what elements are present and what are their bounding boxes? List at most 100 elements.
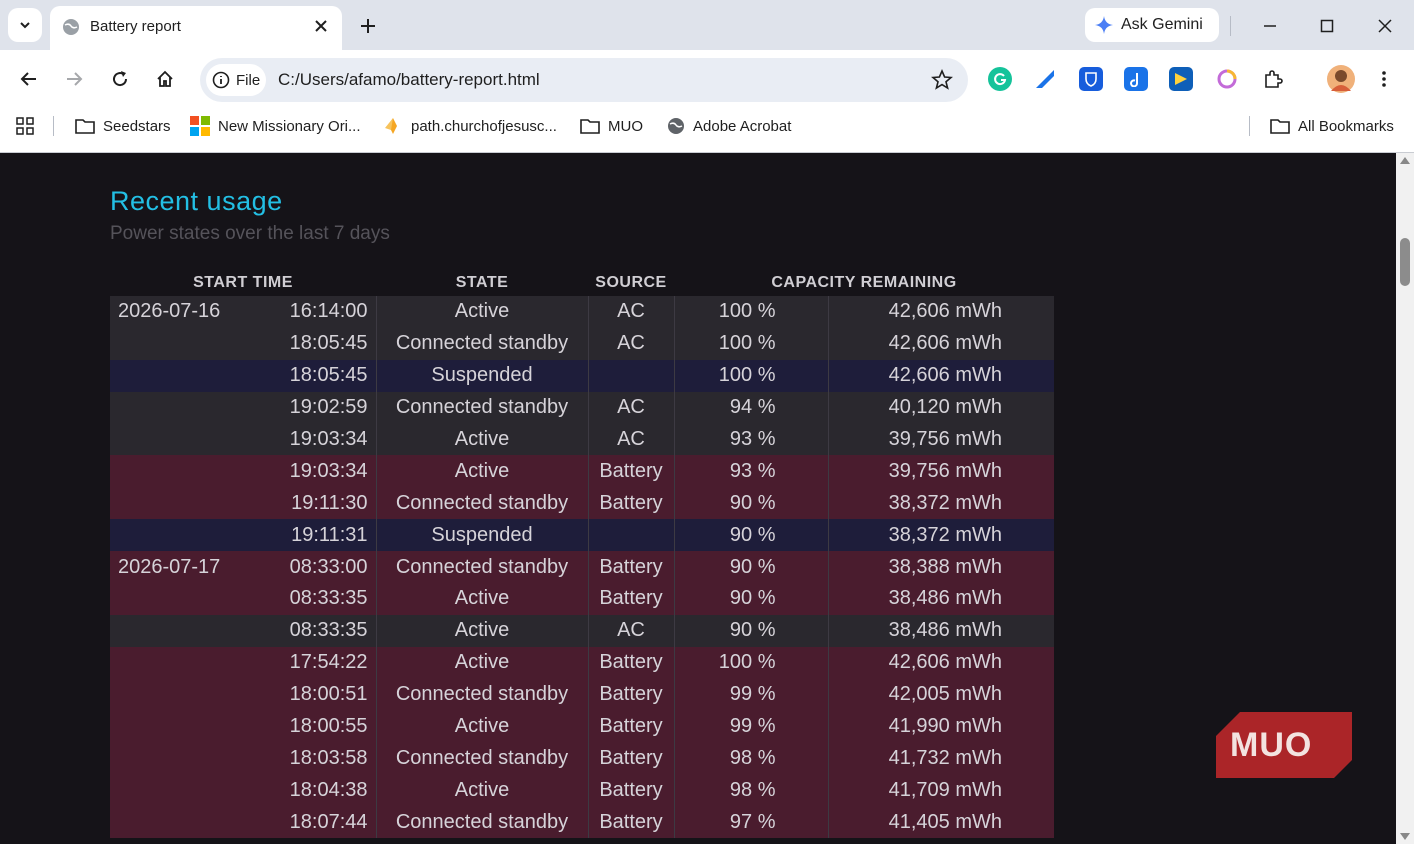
ring-extension-icon[interactable] (1215, 67, 1239, 91)
cell-state: Connected standby (375, 327, 588, 360)
home-icon (157, 70, 173, 87)
forward-button[interactable] (60, 65, 88, 93)
table-row: 18:07:44 Connected standby Battery 97 % 41,4… (110, 806, 1054, 839)
new-tab-button[interactable] (354, 12, 382, 40)
profile-avatar[interactable] (1327, 65, 1355, 93)
vertical-scrollbar[interactable] (1396, 153, 1414, 844)
cell-start-time: 2026-07-17 08:33:00 (110, 551, 376, 583)
section-title: Recent usage (110, 186, 283, 216)
gemini-sparkle-icon (1095, 16, 1113, 34)
arrow-left-icon (20, 72, 36, 86)
blue-pen-extension-icon[interactable] (1033, 67, 1057, 91)
cell-start-time: 18:04:38 (110, 774, 376, 806)
cell-time: 19:11:31 (291, 523, 368, 546)
cell-time: 16:14:00 (289, 300, 368, 323)
scrollbar-thumb[interactable] (1400, 238, 1410, 286)
cell-percent: 100 % (673, 359, 828, 392)
ask-gemini-label: Ask Gemini (1121, 16, 1203, 33)
table-row: 19:03:34 Active Battery 93 % 39,756 mWh (110, 455, 1054, 488)
home-button[interactable] (151, 65, 179, 93)
reload-button[interactable] (106, 65, 134, 93)
apps-button[interactable] (16, 114, 34, 138)
cell-state: Active (375, 583, 588, 615)
table-row: 18:05:45 Suspended 100 % 42,606 mWh (110, 359, 1054, 392)
cell-capacity: 38,486 mWh (827, 614, 1054, 647)
column-header-capacity: CAPACITY REMAINING (771, 274, 957, 291)
table-row: 2026-07-16 16:14:00 Active AC 100 % 42,606 mW… (110, 296, 1054, 328)
recent-usage-table: START TIME STATE SOURCE CAPACITY REMAINI… (110, 270, 1054, 839)
folder-icon (75, 119, 95, 134)
tab-close-button[interactable] (310, 15, 332, 37)
muo-watermark-logo (1216, 712, 1352, 778)
cell-time: 18:04:38 (289, 778, 368, 801)
all-bookmarks-button[interactable]: All Bookmarks (1270, 114, 1394, 138)
chevron-down-icon (20, 22, 30, 29)
tab-title: Battery report (90, 18, 181, 35)
grammarly-extension-icon[interactable] (988, 67, 1012, 91)
cell-time: 08:33:00 (289, 555, 368, 578)
maximize-button[interactable] (1313, 12, 1341, 40)
cell-state: Connected standby (375, 742, 588, 775)
star-icon[interactable] (930, 68, 954, 92)
ask-gemini-button[interactable]: Ask Gemini (1085, 8, 1219, 42)
address-bar[interactable]: File C:/Users/afamo/battery-report.html (200, 58, 968, 102)
music-extension-icon[interactable] (1124, 67, 1148, 91)
back-button[interactable] (15, 65, 43, 93)
tab-battery-report[interactable]: Battery report (50, 6, 342, 50)
scroll-down-arrow-icon[interactable] (1400, 833, 1410, 840)
cell-percent: 90 % (673, 583, 828, 615)
cell-state: Active (375, 774, 588, 807)
close-icon (315, 20, 327, 32)
bitwarden-extension-icon[interactable] (1079, 67, 1103, 91)
apps-grid-icon (16, 117, 34, 135)
cell-capacity: 38,372 mWh (827, 519, 1054, 552)
table-row: 18:03:58 Connected standby Battery 98 % 41,7… (110, 742, 1054, 775)
tab-search-button[interactable] (8, 8, 42, 42)
scroll-up-arrow-icon[interactable] (1400, 157, 1410, 164)
cell-state: Connected standby (375, 806, 588, 839)
cell-time: 18:05:45 (289, 364, 368, 387)
cell-capacity: 38,486 mWh (827, 583, 1054, 615)
cell-state: Connected standby (375, 391, 588, 424)
bookmark-adobe-acrobat[interactable]: Adobe Acrobat (667, 114, 791, 138)
bookmark-seedstars[interactable]: Seedstars (75, 114, 171, 138)
cell-percent: 90 % (673, 519, 828, 552)
bookmark-new-missionary[interactable]: New Missionary Ori... (190, 114, 361, 138)
url-text[interactable]: C:/Users/afamo/battery-report.html (278, 70, 540, 89)
cell-date: 2026-07-17 (118, 555, 221, 578)
cell-time: 18:03:58 (289, 746, 368, 769)
extensions-button[interactable] (1261, 67, 1285, 91)
cell-percent: 99 % (673, 678, 828, 711)
cell-start-time: 19:02:59 (110, 392, 376, 424)
bookmark-muo[interactable]: MUO (580, 114, 643, 138)
tab-strip: Battery report Ask Gemini (0, 0, 1414, 50)
bookmark-label: New Missionary Ori... (218, 117, 361, 135)
table-row: 19:11:30 Connected standby Battery 90 % 38,3… (110, 487, 1054, 520)
globe-icon (668, 118, 684, 134)
plus-icon (361, 19, 375, 33)
cell-percent: 97 % (673, 806, 828, 839)
pen-icon (1036, 70, 1054, 88)
cell-time: 18:05:45 (289, 332, 368, 355)
cell-time: 17:54:22 (289, 651, 368, 674)
cell-state: Active (375, 710, 588, 743)
bookmark-path-church[interactable]: path.churchofjesusc... (383, 114, 557, 138)
site-info-chip[interactable]: File (206, 64, 266, 96)
column-header-source: SOURCE (595, 274, 667, 291)
cell-capacity: 38,388 mWh (827, 551, 1054, 584)
table-row: 18:05:45 Connected standby AC 100 % 42,606 m… (110, 327, 1054, 360)
cell-source (587, 359, 674, 392)
cell-source: Battery (587, 551, 674, 584)
minimize-button[interactable] (1256, 12, 1284, 40)
cell-percent: 90 % (673, 614, 828, 647)
send-extension-icon[interactable] (1169, 67, 1193, 91)
globe-icon (63, 19, 79, 35)
cell-capacity: 41,709 mWh (827, 774, 1054, 807)
folder-icon (1270, 119, 1290, 134)
cell-state: Connected standby (375, 678, 588, 711)
menu-button[interactable] (1374, 67, 1394, 91)
window-close-button[interactable] (1371, 12, 1399, 40)
cell-source (587, 519, 674, 552)
browser-chrome: Battery report Ask Gemini (0, 0, 1414, 153)
church-logo-icon (385, 118, 397, 134)
